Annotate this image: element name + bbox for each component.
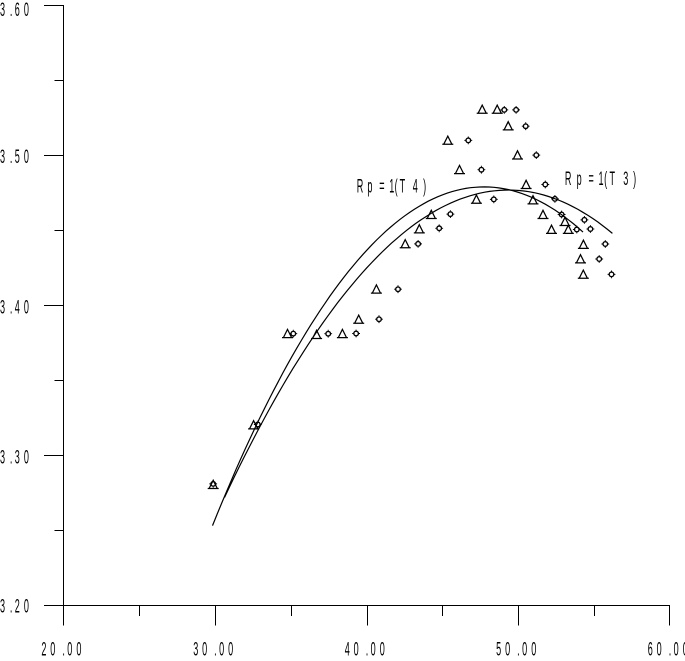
svg-text:0: 0 — [24, 297, 29, 319]
svg-text:3: 3 — [0, 146, 5, 168]
svg-text:3: 3 — [193, 639, 198, 661]
svg-text:0: 0 — [674, 639, 679, 661]
svg-text:0: 0 — [50, 639, 55, 661]
svg-text:0: 0 — [380, 639, 385, 661]
svg-text:): ) — [423, 176, 426, 198]
svg-text:.: . — [10, 596, 13, 618]
svg-text:5: 5 — [496, 639, 501, 661]
svg-text:.: . — [366, 639, 369, 661]
svg-text:(: ( — [604, 168, 607, 190]
svg-text:0: 0 — [531, 639, 536, 661]
svg-text:): ) — [633, 168, 636, 190]
svg-text:1: 1 — [598, 168, 603, 190]
svg-text:0: 0 — [24, 447, 29, 469]
svg-text:T: T — [609, 168, 615, 190]
svg-text:3: 3 — [0, 447, 5, 469]
svg-text:(: ( — [395, 176, 398, 198]
svg-text:0: 0 — [67, 639, 72, 661]
svg-text:0: 0 — [657, 639, 662, 661]
svg-text:3: 3 — [15, 447, 20, 469]
svg-text:=: = — [588, 168, 593, 190]
svg-text:0: 0 — [522, 639, 527, 661]
svg-text:.: . — [10, 447, 13, 469]
svg-text:5: 5 — [15, 146, 20, 168]
svg-text:.: . — [62, 639, 65, 661]
svg-text:0: 0 — [505, 639, 510, 661]
svg-text:.: . — [10, 0, 13, 21]
svg-text:.: . — [10, 146, 13, 168]
svg-text:0: 0 — [24, 0, 29, 21]
svg-text:0: 0 — [228, 639, 233, 661]
svg-text:0: 0 — [354, 639, 359, 661]
svg-text:p: p — [367, 176, 372, 198]
svg-text:1: 1 — [389, 176, 394, 198]
svg-text:0: 0 — [683, 639, 685, 661]
svg-text:R: R — [357, 176, 364, 198]
svg-text:3: 3 — [0, 0, 5, 21]
svg-text:.: . — [214, 639, 217, 661]
svg-text:3: 3 — [0, 297, 5, 319]
svg-text:.: . — [669, 639, 672, 661]
svg-text:0: 0 — [24, 596, 29, 618]
svg-text:2: 2 — [15, 596, 20, 618]
svg-text:0: 0 — [219, 639, 224, 661]
svg-text:2: 2 — [41, 639, 46, 661]
svg-text:0: 0 — [24, 146, 29, 168]
svg-text:4: 4 — [413, 176, 418, 198]
svg-text:T: T — [400, 176, 406, 198]
svg-text:4: 4 — [15, 297, 20, 319]
svg-text:.: . — [517, 639, 520, 661]
svg-text:0: 0 — [202, 639, 207, 661]
svg-text:R: R — [565, 168, 572, 190]
svg-text:4: 4 — [345, 639, 350, 661]
svg-text:3: 3 — [0, 596, 5, 618]
svg-text:6: 6 — [648, 639, 653, 661]
svg-text:0: 0 — [371, 639, 376, 661]
svg-text:p: p — [577, 168, 582, 190]
svg-text:.: . — [10, 297, 13, 319]
svg-text:=: = — [379, 176, 384, 198]
svg-text:3: 3 — [623, 168, 628, 190]
svg-text:0: 0 — [76, 639, 81, 661]
svg-text:6: 6 — [15, 0, 20, 21]
